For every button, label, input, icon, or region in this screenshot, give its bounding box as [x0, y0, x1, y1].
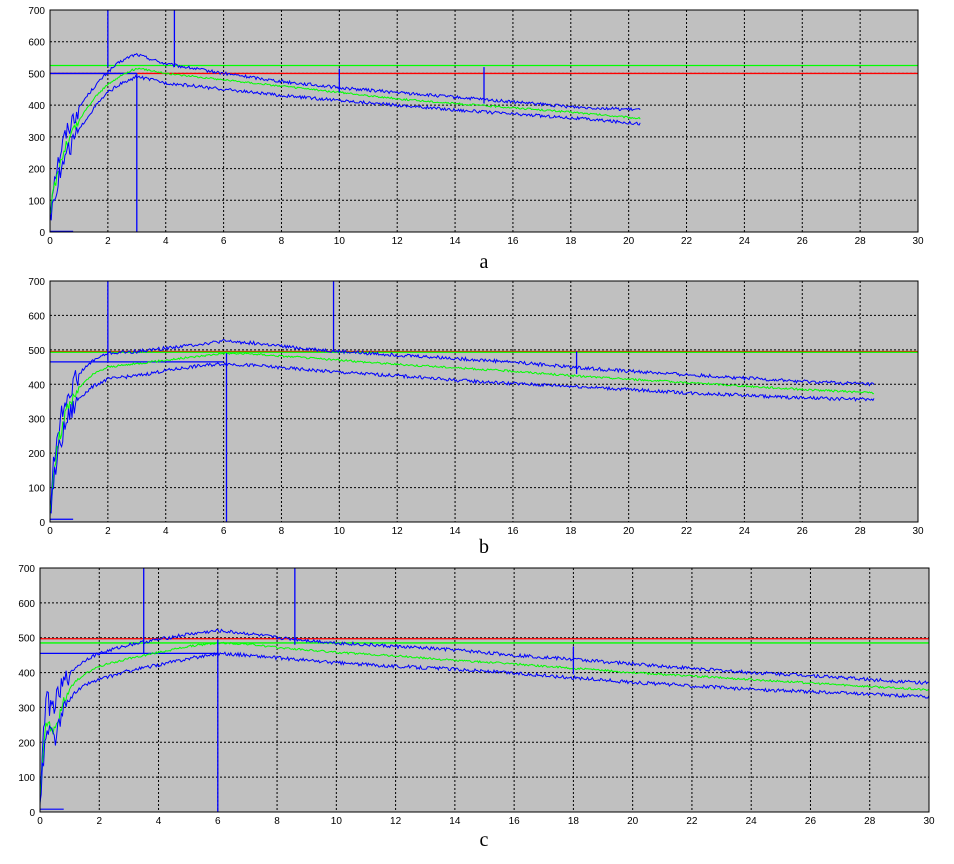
y-tick-label: 0 [29, 808, 35, 819]
y-tick-label: 300 [28, 133, 45, 144]
x-tick-label: 10 [334, 526, 346, 537]
x-tick-label: 24 [739, 526, 751, 537]
x-tick-label: 22 [681, 526, 693, 537]
x-tick-label: 18 [565, 526, 577, 537]
x-tick-label: 8 [279, 526, 285, 537]
panel-label: c [480, 829, 489, 851]
series-line-2 [49, 352, 875, 515]
y-tick-label: 300 [18, 703, 35, 714]
x-tick-label: 6 [221, 236, 227, 247]
plot-border [39, 567, 930, 813]
x-tick-label: 28 [864, 816, 876, 827]
x-tick-label: 2 [96, 816, 102, 827]
series-line-1 [49, 52, 641, 215]
y-tick-label: 100 [28, 484, 45, 495]
x-tick-label: 26 [797, 526, 809, 537]
y-tick-label: 600 [28, 311, 45, 322]
plot-area [49, 9, 919, 233]
x-tick-label: 6 [215, 816, 221, 827]
x-tick-label: 12 [392, 236, 404, 247]
series-line-2 [39, 641, 930, 804]
x-tick-label: 12 [390, 816, 402, 827]
y-tick-label: 200 [28, 165, 45, 176]
x-tick-label: 20 [623, 236, 635, 247]
y-tick-label: 500 [18, 634, 35, 645]
plot-border [49, 280, 919, 523]
x-tick-label: 10 [331, 816, 343, 827]
panel-label: b [479, 536, 489, 558]
x-tick-label: 2 [105, 526, 111, 537]
y-tick-label: 500 [28, 346, 45, 357]
chart-panel-b: 0 2 4 6 8 10 12 14 16 18 20 22 24 26 28 300100200300400… [28, 277, 924, 558]
y-tick-label: 100 [18, 773, 35, 784]
x-tick-label: 14 [450, 526, 462, 537]
x-tick-label: 0 [37, 816, 43, 827]
x-tick-label: 8 [274, 816, 280, 827]
y-tick-label: 200 [28, 449, 45, 460]
series-line-3 [49, 74, 641, 221]
plot-area [39, 567, 930, 813]
x-tick-label: 20 [627, 816, 639, 827]
x-tick-label: 14 [450, 236, 462, 247]
series-line-3 [49, 362, 875, 514]
x-tick-label: 6 [221, 526, 227, 537]
x-tick-label: 30 [912, 236, 924, 247]
y-tick-label: 600 [28, 38, 45, 49]
x-tick-label: 4 [163, 526, 169, 537]
y-tick-label: 0 [39, 518, 45, 529]
y-tick-label: 100 [28, 196, 45, 207]
grid [50, 281, 918, 522]
y-tick-label: 400 [28, 101, 45, 112]
chart-panel-a: 0 2 4 6 8 10 12 14 16 18 20 22 24 26 28 300100200300400… [28, 6, 924, 273]
x-tick-label: 16 [507, 236, 519, 247]
panel-label: a [480, 251, 489, 273]
y-tick-label: 0 [39, 228, 45, 239]
series-line-1 [39, 628, 929, 806]
x-tick-label: 14 [449, 816, 461, 827]
x-tick-label: 4 [156, 816, 162, 827]
x-tick-label: 22 [681, 236, 693, 247]
y-tick-label: 600 [18, 599, 35, 610]
y-tick-label: 500 [28, 69, 45, 80]
x-tick-label: 16 [509, 816, 521, 827]
y-tick-label: 300 [28, 415, 45, 426]
series-line-3 [39, 650, 930, 803]
x-tick-label: 4 [163, 236, 169, 247]
x-tick-label: 28 [855, 236, 867, 247]
x-tick-label: 24 [746, 816, 758, 827]
y-tick-label: 200 [18, 738, 35, 749]
x-tick-label: 8 [279, 236, 285, 247]
y-tick-label: 400 [18, 669, 35, 680]
series-line-1 [49, 339, 875, 517]
x-tick-label: 26 [805, 816, 817, 827]
x-tick-label: 2 [105, 236, 111, 247]
x-tick-label: 10 [334, 236, 346, 247]
x-tick-label: 16 [507, 526, 519, 537]
y-tick-label: 700 [28, 277, 45, 288]
x-tick-label: 18 [565, 236, 577, 247]
y-tick-label: 700 [18, 564, 35, 575]
x-tick-label: 0 [47, 526, 53, 537]
x-tick-label: 0 [47, 236, 53, 247]
series-line-2 [49, 67, 641, 215]
plot-border [49, 9, 919, 233]
x-tick-label: 28 [855, 526, 867, 537]
x-tick-label: 20 [623, 526, 635, 537]
x-tick-label: 30 [923, 816, 935, 827]
plot-area [49, 280, 919, 523]
x-tick-label: 24 [739, 236, 751, 247]
y-tick-label: 400 [28, 380, 45, 391]
x-tick-label: 30 [912, 526, 924, 537]
y-tick-label: 700 [28, 6, 45, 17]
x-tick-label: 26 [797, 236, 809, 247]
x-tick-label: 12 [392, 526, 404, 537]
x-tick-label: 22 [686, 816, 698, 827]
chart-panel-c: 0 2 4 6 8 10 12 14 16 18 20 22 24 26 28 300100200300400… [18, 564, 935, 851]
x-tick-label: 18 [568, 816, 580, 827]
